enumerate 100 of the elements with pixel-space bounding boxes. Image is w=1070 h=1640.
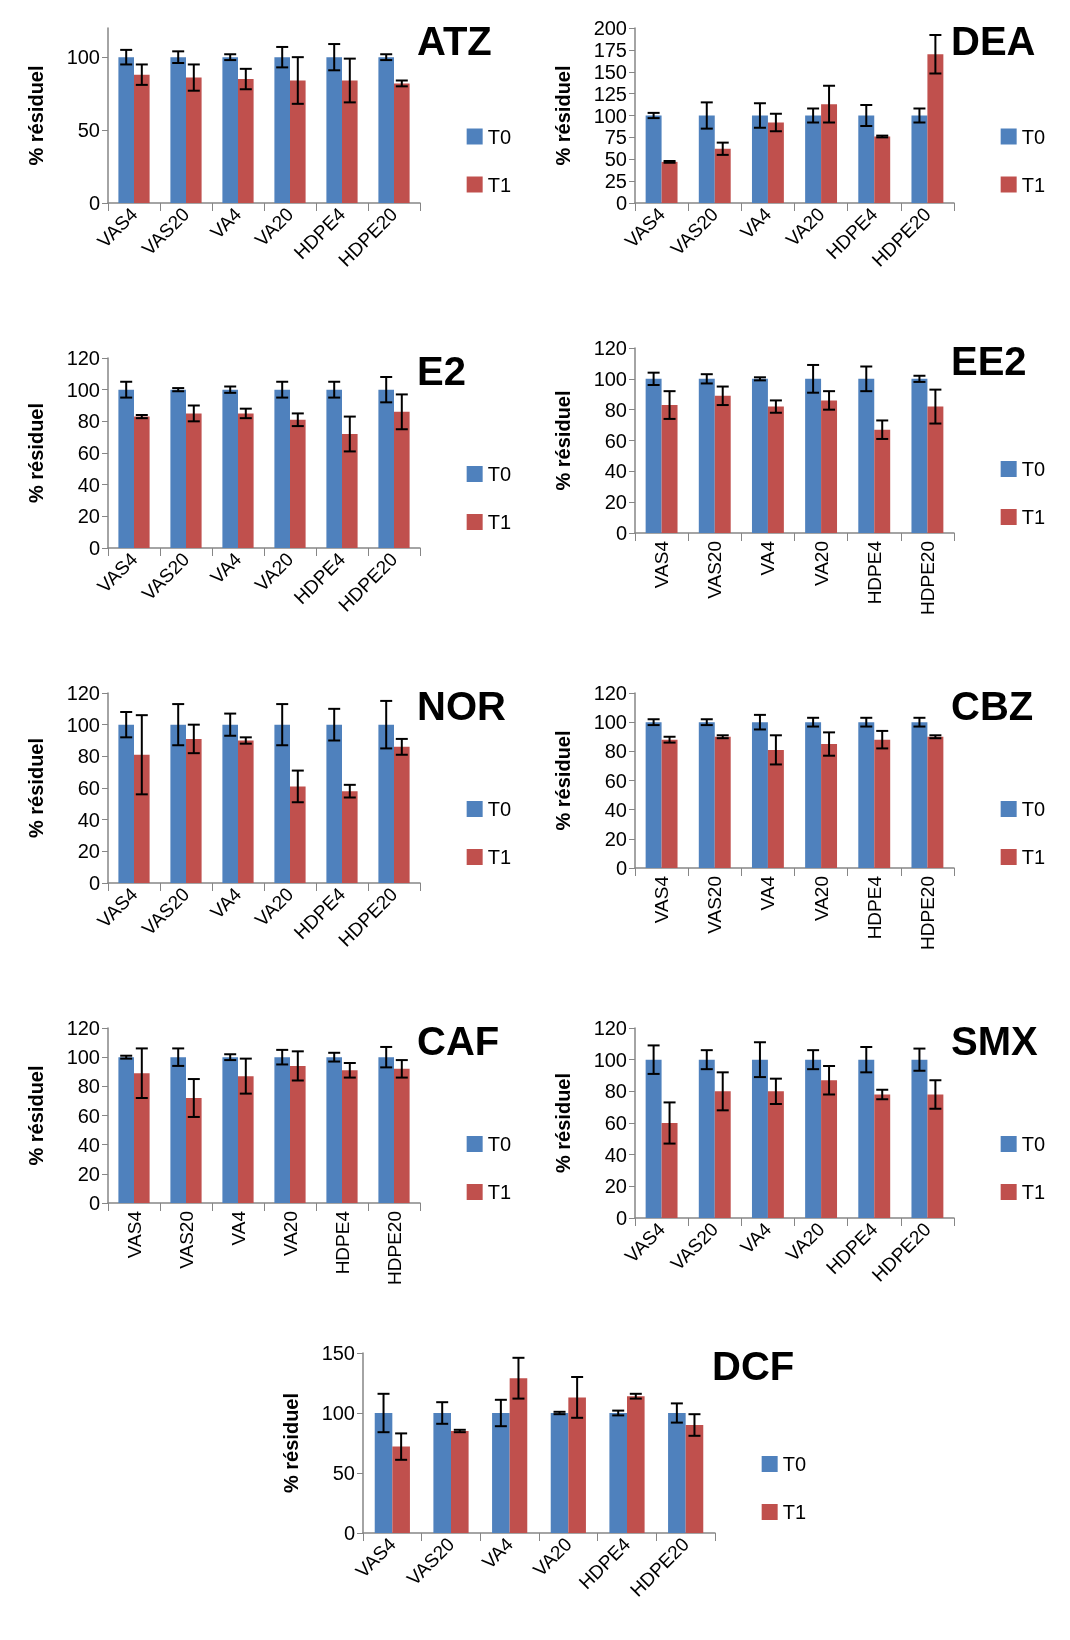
y-tick-label: 60: [604, 429, 627, 452]
bar: [492, 1413, 510, 1533]
bar: [238, 413, 254, 548]
bar: [186, 77, 202, 203]
x-tick-label: VAS4: [651, 875, 673, 924]
bar: [378, 724, 394, 883]
x-tick-label: VAS20: [704, 876, 726, 934]
bar: [927, 1094, 944, 1218]
bar: [911, 115, 928, 203]
bar: [374, 1413, 393, 1533]
legend-label: T1: [487, 1181, 511, 1203]
bar: [134, 74, 150, 203]
bar: [509, 1378, 528, 1533]
y-axis-title: % résiduel: [280, 1392, 302, 1494]
y-tick-label: 100: [593, 367, 627, 390]
x-tick-label: VA4: [736, 203, 776, 243]
y-tick-label: 120: [593, 1017, 627, 1039]
y-tick-label: 20: [77, 1162, 100, 1185]
y-tick-label: 20: [604, 1175, 627, 1198]
legend-label: T0: [1021, 1133, 1045, 1155]
x-tick-label: VA4: [227, 1210, 249, 1246]
x-tick-label: HDPE20: [916, 541, 938, 615]
bar: [392, 1446, 410, 1533]
bar: [394, 1068, 410, 1203]
bar: [698, 378, 715, 533]
bar: [805, 1059, 822, 1218]
y-tick-label: 120: [66, 1017, 100, 1039]
bar: [326, 57, 342, 203]
y-tick-label: 50: [604, 148, 627, 171]
bar: [874, 739, 891, 868]
bar: [698, 722, 715, 868]
bar: [451, 1431, 469, 1533]
bar: [685, 1425, 704, 1533]
y-tick-label: 60: [604, 1112, 627, 1134]
y-axis-title: % résiduel: [25, 402, 47, 504]
legend-label: T1: [487, 846, 511, 868]
bar: [274, 57, 290, 203]
x-tick-label: VAS20: [704, 541, 726, 599]
chart-title: SMX: [951, 1019, 1038, 1063]
y-tick-label: 20: [604, 491, 627, 514]
bar: [186, 1098, 202, 1203]
y-tick-label: 150: [593, 60, 627, 83]
y-tick-label: 60: [77, 1104, 100, 1127]
bar: [645, 378, 662, 533]
bar: [805, 722, 822, 868]
bar: [858, 115, 875, 203]
x-tick-label: HDPE4: [863, 875, 885, 940]
y-tick-label: 125: [593, 82, 627, 105]
y-tick-label: 0: [88, 872, 100, 894]
bar: [222, 724, 238, 883]
x-tick-label: VA4: [206, 548, 246, 588]
y-tick-label: 40: [77, 1133, 100, 1156]
bar: [378, 57, 394, 203]
bar: [821, 1080, 838, 1218]
bar: [222, 57, 238, 203]
bar: [645, 1059, 662, 1218]
y-axis-title: % résiduel: [25, 1065, 47, 1166]
legend-label: T1: [1021, 1181, 1045, 1203]
bar: [645, 722, 662, 868]
bar: [805, 378, 822, 533]
y-tick-label: 60: [604, 769, 627, 792]
y-tick-label: 0: [88, 192, 100, 214]
legend-label: T1: [487, 173, 511, 196]
chart-title: CBZ: [951, 684, 1034, 728]
bar: [170, 1057, 186, 1203]
y-tick-label: 0: [615, 1207, 627, 1229]
bar: [290, 1065, 306, 1203]
bar: [874, 136, 891, 203]
bar: [342, 791, 358, 883]
bar: [927, 736, 944, 868]
legend-label: T1: [1021, 173, 1045, 196]
y-tick-label: 80: [604, 398, 627, 421]
y-tick-label: 100: [321, 1402, 355, 1424]
bar: [568, 1397, 586, 1533]
bar: [874, 429, 891, 533]
bar: [170, 389, 186, 548]
bar: [170, 57, 186, 203]
y-tick-label: 100: [66, 1046, 100, 1069]
bar: [290, 786, 306, 883]
bar: [550, 1413, 569, 1533]
chart-title: ATZ: [417, 19, 492, 63]
y-tick-label: 40: [604, 460, 627, 483]
bar: [274, 724, 290, 883]
y-axis-title: % résiduel: [552, 730, 574, 831]
bar: [170, 724, 186, 883]
chart-title: NOR: [417, 684, 506, 728]
y-tick-label: 40: [604, 798, 627, 821]
legend-label: T0: [782, 1453, 806, 1475]
bar: [911, 722, 928, 868]
y-tick-label: 200: [593, 17, 627, 39]
y-tick-label: 0: [615, 522, 627, 544]
y-tick-label: 40: [604, 1143, 627, 1166]
bar: [326, 724, 342, 883]
x-tick-label: HDPE20: [383, 1211, 405, 1285]
bar: [698, 1059, 715, 1218]
bar: [714, 736, 731, 868]
y-tick-label: 80: [77, 410, 100, 433]
x-tick-label: VA4: [477, 1533, 518, 1573]
y-tick-label: 100: [593, 1048, 627, 1071]
bar: [342, 434, 358, 548]
